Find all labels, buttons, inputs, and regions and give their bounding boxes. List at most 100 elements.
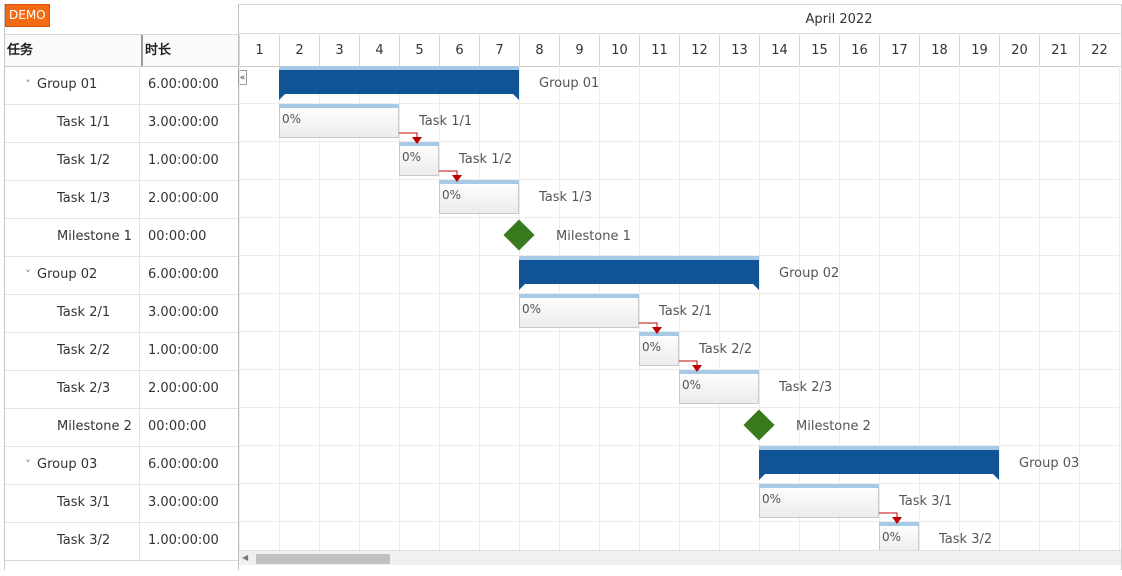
dependency-arrow (679, 360, 702, 372)
grid-horizontal-line (239, 407, 1122, 408)
task-name: Task 2/3 (57, 381, 111, 396)
task-row[interactable]: Task 3/2 1.00:00:00 (5, 522, 239, 561)
day-cell: 4 (359, 35, 399, 66)
task-duration-cell: 6.00:00:00 (139, 256, 237, 294)
month-header: April 2022 (239, 4, 1122, 34)
task-percent: 0% (882, 530, 902, 544)
milestone-diamond[interactable] (503, 219, 535, 251)
demo-badge: DEMO (5, 4, 50, 27)
day-cell: 11 (639, 35, 679, 66)
milestone-label: Milestone 2 (796, 419, 871, 434)
group-bar-top (759, 446, 999, 450)
task-name-cell: ˅ Group 01 (5, 66, 153, 104)
horizontal-scrollbar[interactable]: ◀ (239, 550, 1122, 565)
group-row[interactable]: ˅ Group 03 6.00:00:00 (5, 446, 239, 485)
task-duration-cell: 6.00:00:00 (139, 66, 237, 104)
month-label: April 2022 (805, 12, 873, 27)
task-row[interactable]: Task 1/2 1.00:00:00 (5, 142, 239, 181)
group-row[interactable]: ˅ Group 01 6.00:00:00 (5, 66, 239, 105)
task-label: Task 3/2 (939, 532, 993, 547)
task-bar[interactable]: 0% (679, 370, 759, 404)
column-header-task[interactable]: 任务 (7, 43, 34, 58)
task-duration-cell: 2.00:00:00 (139, 370, 237, 408)
day-cell: 17 (879, 35, 919, 66)
task-name: Task 1/3 (57, 191, 111, 206)
scroll-thumb[interactable] (256, 554, 390, 564)
column-header-duration[interactable]: 时长 (141, 35, 241, 66)
grid-horizontal-line (239, 103, 1122, 104)
grid-vertical-line (479, 66, 480, 550)
task-name-cell: Task 2/1 (5, 294, 189, 332)
task-name-cell: Task 3/1 (5, 484, 189, 522)
task-grid: DEMO 任务 时长 ˅ Group 01 6.00:00:00 Task 1/1 3.… (4, 4, 239, 570)
task-row[interactable]: Milestone 2 00:00:00 (5, 408, 239, 447)
milestone-diamond[interactable] (743, 409, 775, 441)
task-name: Task 3/1 (57, 495, 111, 510)
task-name: Milestone 1 (57, 229, 132, 244)
pane-splitter[interactable] (238, 4, 239, 570)
task-duration-cell: 00:00:00 (139, 408, 237, 446)
task-name-cell: Task 1/1 (5, 104, 189, 142)
task-name-cell: Milestone 2 (5, 408, 189, 446)
task-bar-progress-track (679, 370, 759, 374)
dependency-arrow (639, 322, 662, 334)
task-percent: 0% (762, 492, 782, 506)
task-name-cell: Task 2/3 (5, 370, 189, 408)
timeline-body: Group 01 0% Task 1/1 0% Task 1/2 0% Task 1/3 Mi… (239, 66, 1122, 560)
grid-vertical-line (1079, 66, 1080, 550)
day-cell: 7 (479, 35, 519, 66)
day-cell: 10 (599, 35, 639, 66)
task-bar[interactable]: 0% (439, 180, 519, 214)
task-label: Task 1/3 (539, 190, 593, 205)
task-row[interactable]: Task 1/3 2.00:00:00 (5, 180, 239, 219)
grid-horizontal-line (239, 331, 1122, 332)
task-name-cell: Task 1/2 (5, 142, 189, 180)
grid-horizontal-line (239, 217, 1122, 218)
group-bar-top (279, 66, 519, 70)
grid-vertical-line (959, 66, 960, 550)
chevron-down-icon[interactable]: ˅ (25, 78, 31, 91)
group-bar-left-cap (519, 284, 525, 290)
task-row[interactable]: Milestone 1 00:00:00 (5, 218, 239, 257)
task-row[interactable]: Task 3/1 3.00:00:00 (5, 484, 239, 523)
group-bar[interactable] (519, 256, 759, 290)
grid-vertical-line (679, 66, 680, 550)
task-label: Task 2/3 (779, 380, 833, 395)
chevron-down-icon[interactable]: ˅ (25, 458, 31, 471)
task-row[interactable]: Task 2/3 2.00:00:00 (5, 370, 239, 409)
task-bar[interactable]: 0% (519, 294, 639, 328)
task-label: Task 2/2 (699, 342, 753, 357)
task-name: Task 2/1 (57, 305, 111, 320)
grid-vertical-line (439, 66, 440, 550)
task-row[interactable]: Task 2/1 3.00:00:00 (5, 294, 239, 333)
task-row[interactable]: Task 2/2 1.00:00:00 (5, 332, 239, 371)
day-cell: 21 (1039, 35, 1079, 66)
grid-horizontal-line (239, 369, 1122, 370)
group-bar-left-cap (279, 94, 285, 100)
task-bar[interactable]: 0% (639, 332, 679, 366)
grid-horizontal-line (239, 521, 1122, 522)
group-row[interactable]: ˅ Group 02 6.00:00:00 (5, 256, 239, 295)
task-percent: 0% (402, 150, 422, 164)
scroll-left-icon[interactable]: ◀ (242, 553, 249, 562)
day-cell: 8 (519, 35, 559, 66)
task-bar[interactable]: 0% (759, 484, 879, 518)
dependency-arrow (439, 170, 462, 182)
task-bar[interactable]: 0% (399, 142, 439, 176)
task-name-cell: ˅ Group 03 (5, 446, 153, 484)
group-bar[interactable] (759, 446, 999, 480)
chevron-down-icon[interactable]: ˅ (25, 268, 31, 281)
dependency-arrow (399, 132, 422, 144)
task-label: Task 1/1 (419, 114, 473, 129)
day-cell: 20 (999, 35, 1039, 66)
task-row[interactable]: Task 1/1 3.00:00:00 (5, 104, 239, 143)
group-bar-left-cap (759, 474, 765, 480)
group-bar-right-cap (993, 474, 999, 480)
group-bar[interactable] (279, 66, 519, 100)
day-cell: 9 (559, 35, 599, 66)
collapse-grid-button[interactable]: « (238, 70, 247, 85)
task-bar-progress-track (439, 180, 519, 184)
grid-column-header: 任务 时长 (5, 35, 239, 67)
grid-vertical-line (799, 66, 800, 550)
task-bar[interactable]: 0% (279, 104, 399, 138)
